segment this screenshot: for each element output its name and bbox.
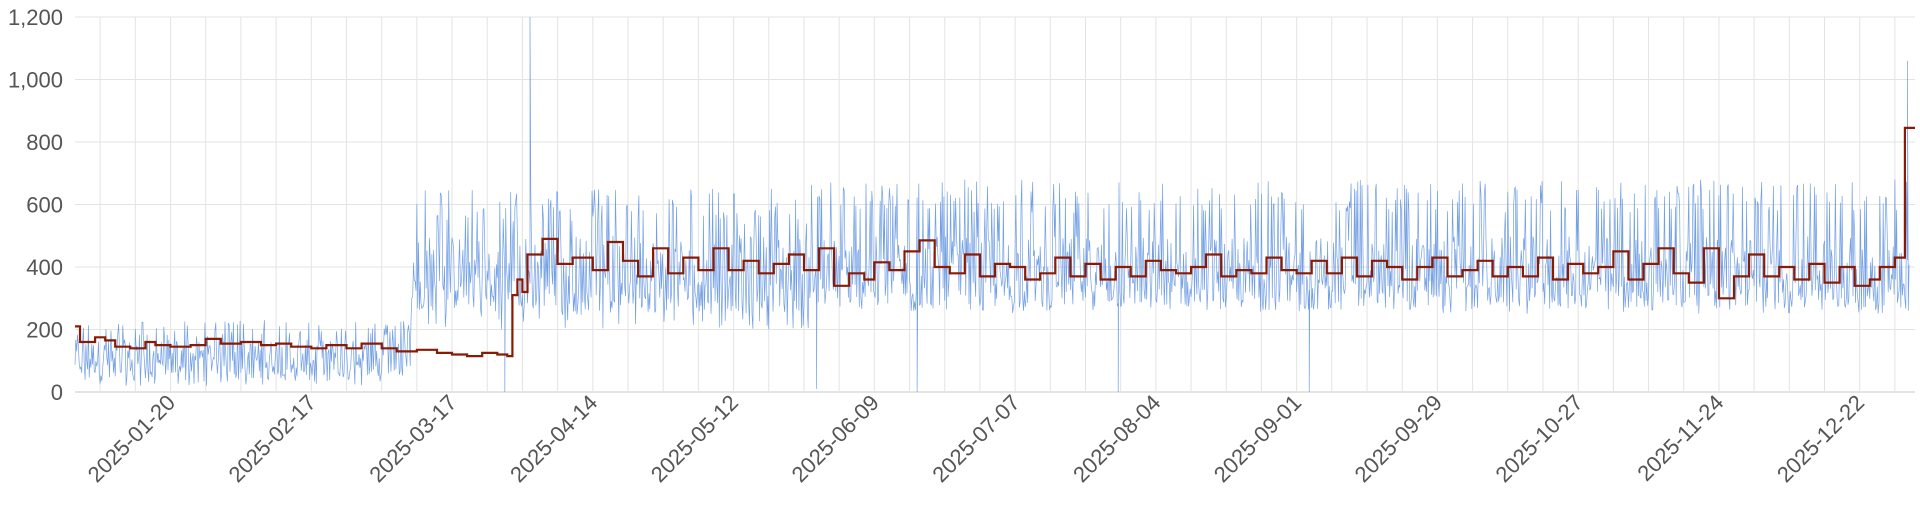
y-tick-label: 400 xyxy=(26,255,63,280)
x-tick-label: 2025-04-14 xyxy=(505,390,602,487)
average-series xyxy=(75,126,1915,358)
x-gridlines xyxy=(99,17,1896,392)
x-tick-label: 2025-08-04 xyxy=(1068,390,1165,487)
y-tick-label: 600 xyxy=(26,193,63,218)
x-axis-labels: 2025-01-20 2025-02-17 2025-03-17 2025-04-14… xyxy=(83,390,1869,487)
x-tick-label: 2025-05-12 xyxy=(646,390,743,487)
y-tick-label: 800 xyxy=(26,130,63,155)
y-axis-labels: 0 200 400 600 800 1,000 1,200 xyxy=(8,5,63,405)
average-series-line xyxy=(75,126,1915,358)
x-tick-label: 2025-10-27 xyxy=(1490,390,1587,487)
y-tick-label: 0 xyxy=(51,380,63,405)
x-tick-label: 2025-06-09 xyxy=(787,390,884,487)
x-tick-label: 2025-07-07 xyxy=(927,390,1024,487)
detail-series xyxy=(74,16,1910,393)
y-tick-label: 1,000 xyxy=(8,68,63,93)
x-tick-label: 2025-12-22 xyxy=(1772,390,1869,487)
x-tick-label: 2025-01-20 xyxy=(83,390,180,487)
y-gridlines xyxy=(75,16,1915,393)
x-tick-label: 2025-03-17 xyxy=(364,390,461,487)
x-tick-label: 2025-09-01 xyxy=(1209,390,1306,487)
x-tick-label: 2025-02-17 xyxy=(224,390,321,487)
y-tick-label: 200 xyxy=(26,318,63,343)
y-tick-label: 1,200 xyxy=(8,5,63,30)
detail-series-line xyxy=(74,16,1910,393)
x-tick-label: 2025-09-29 xyxy=(1350,390,1447,487)
x-tick-label: 2025-11-24 xyxy=(1632,390,1728,486)
